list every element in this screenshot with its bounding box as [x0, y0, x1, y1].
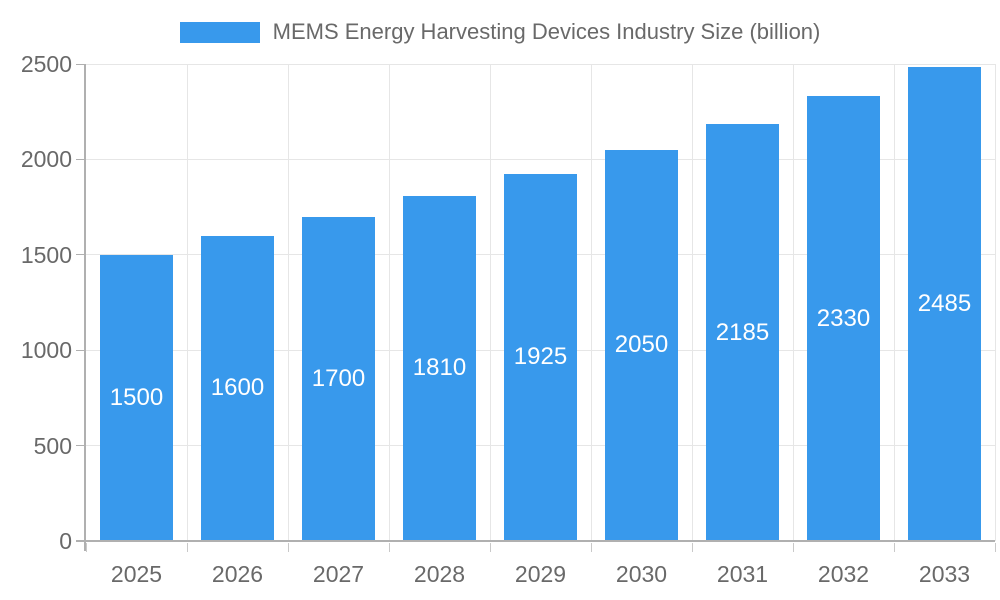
grid-line-horizontal — [86, 63, 995, 65]
bar[interactable] — [706, 124, 779, 541]
x-axis-tick — [186, 543, 188, 552]
grid-line-vertical — [489, 64, 491, 541]
x-axis-tick — [85, 543, 87, 552]
grid-line-vertical — [287, 64, 289, 541]
bar[interactable] — [908, 66, 981, 541]
x-axis-tick-label: 2033 — [918, 561, 971, 587]
legend-swatch — [179, 21, 260, 43]
x-axis-tick — [489, 543, 491, 552]
x-axis-tick — [893, 543, 895, 552]
bar-value-label: 1925 — [513, 343, 568, 371]
grid-line-horizontal — [86, 158, 995, 160]
grid-line-vertical — [893, 64, 895, 541]
bar[interactable] — [807, 96, 880, 541]
x-axis-tick-label: 2025 — [110, 561, 163, 587]
y-axis-tick-label: 500 — [33, 432, 72, 459]
x-axis-tick-label: 2027 — [312, 561, 365, 587]
y-axis-tick-label: 1000 — [20, 337, 72, 364]
bar-value-label: 1500 — [109, 383, 164, 411]
bar-value-label: 2330 — [816, 304, 871, 332]
y-axis-tick — [76, 63, 86, 65]
grid-line-vertical — [388, 64, 390, 541]
grid-line-vertical — [186, 64, 188, 541]
x-axis-tick — [792, 543, 794, 552]
bar[interactable] — [100, 254, 173, 541]
x-axis-tick-label: 2028 — [413, 561, 466, 587]
x-axis-tick — [994, 543, 996, 552]
bar-value-label: 2485 — [917, 289, 972, 317]
legend-label: MEMS Energy Harvesting Devices Industry … — [272, 19, 821, 44]
y-axis-tick — [76, 158, 86, 160]
y-axis-tick-label: 1500 — [20, 241, 72, 268]
y-axis-tick-label: 2000 — [20, 146, 72, 173]
bar-value-label: 2185 — [715, 318, 770, 346]
y-axis-tick — [76, 254, 86, 256]
bar-value-label: 1810 — [412, 354, 467, 382]
x-axis-tick-label: 2030 — [615, 561, 668, 587]
legend-item[interactable]: MEMS Energy Harvesting Devices Industry … — [179, 19, 821, 45]
y-axis-tick — [76, 349, 86, 351]
bar[interactable] — [605, 149, 678, 541]
grid-line-vertical — [691, 64, 693, 541]
bar[interactable] — [504, 173, 577, 541]
y-axis-line — [84, 64, 86, 551]
grid-line-vertical — [590, 64, 592, 541]
x-axis-tick — [590, 543, 592, 552]
y-axis-tick — [76, 445, 86, 447]
y-axis-tick-label: 0 — [59, 528, 72, 554]
bar[interactable] — [403, 195, 476, 541]
legend: MEMS Energy Harvesting Devices Industry … — [0, 18, 1000, 46]
y-axis-tick-label: 2500 — [20, 51, 72, 77]
bar[interactable] — [201, 235, 274, 541]
bar-value-label: 1600 — [210, 374, 265, 402]
bar[interactable] — [302, 216, 375, 541]
x-axis-line — [76, 540, 995, 542]
x-axis-tick-label: 2031 — [716, 561, 769, 587]
x-axis-tick-label: 2029 — [514, 561, 567, 587]
x-axis-tick — [287, 543, 289, 552]
x-axis-tick-label: 2026 — [211, 561, 264, 587]
x-axis-tick-label: 2032 — [817, 561, 870, 587]
x-axis-tick — [691, 543, 693, 552]
bar-value-label: 1700 — [311, 364, 366, 392]
grid-line-vertical — [994, 64, 996, 541]
x-axis-tick — [388, 543, 390, 552]
bar-value-label: 2050 — [614, 331, 669, 359]
grid-line-vertical — [792, 64, 794, 541]
